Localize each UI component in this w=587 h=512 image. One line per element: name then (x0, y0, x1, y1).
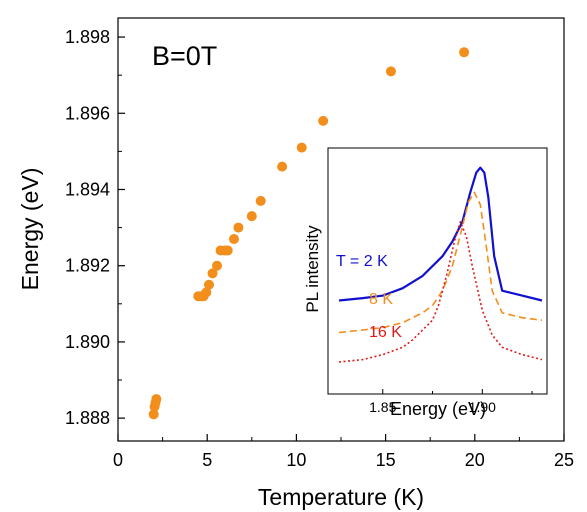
inset-series-line (338, 166, 543, 302)
main-y-tick-label: 1.888 (65, 408, 110, 428)
inset-x-tick-label: 1.90 (469, 399, 496, 415)
main-y-tick-label: 1.896 (65, 103, 110, 123)
inset-spectra (338, 166, 543, 363)
main-y-tick-label: 1.898 (65, 27, 110, 47)
main-y-tick-label: 1.890 (65, 332, 110, 352)
data-point (222, 245, 233, 256)
data-point (246, 211, 257, 222)
data-point (318, 115, 329, 126)
main-axis-ticks: 0 5 10 15 20 25 1.888 1.890 1.892 1.894 1.896 1.898 (65, 27, 574, 470)
main-x-tick-label: 25 (554, 450, 574, 470)
inset-series-label-16k: 16 K (369, 324, 402, 341)
main-x-tick-label: 10 (286, 450, 306, 470)
main-x-tick-label: 0 (113, 450, 123, 470)
inset-series-line (338, 221, 543, 363)
data-point (228, 234, 239, 245)
data-point (385, 66, 396, 77)
inset-x-axis-label: Energy (eV) (390, 399, 486, 419)
data-point (277, 161, 288, 172)
data-point (207, 268, 218, 279)
main-data-points (148, 47, 470, 420)
inset-axis-ticks: 1.85 1.90 (369, 389, 533, 415)
inset-series-label-8k: 8 K (369, 291, 393, 308)
main-annotation: B=0T (152, 41, 217, 71)
data-point (255, 195, 266, 206)
data-point (151, 394, 162, 405)
inset-x-tick-label: 1.85 (369, 399, 396, 415)
main-x-axis-label: Temperature (K) (258, 484, 424, 510)
inset-series-line (338, 191, 543, 334)
inset-y-axis-label: PL intensity (303, 225, 322, 313)
data-point (148, 409, 159, 420)
main-y-tick-label: 1.894 (65, 179, 110, 199)
data-point (296, 142, 307, 153)
main-x-tick-label: 5 (202, 450, 212, 470)
data-point (233, 222, 244, 233)
main-y-axis-label: Energy (eV) (17, 168, 43, 291)
inset-series-label-2k: T = 2 K (336, 253, 388, 270)
data-point (459, 47, 470, 58)
data-point (201, 287, 212, 298)
inset-plot-frame (327, 147, 548, 395)
data-point (212, 260, 223, 271)
main-y-tick-label: 1.892 (65, 256, 110, 276)
data-point (203, 279, 214, 290)
main-x-tick-label: 15 (376, 450, 396, 470)
main-x-tick-label: 20 (465, 450, 485, 470)
